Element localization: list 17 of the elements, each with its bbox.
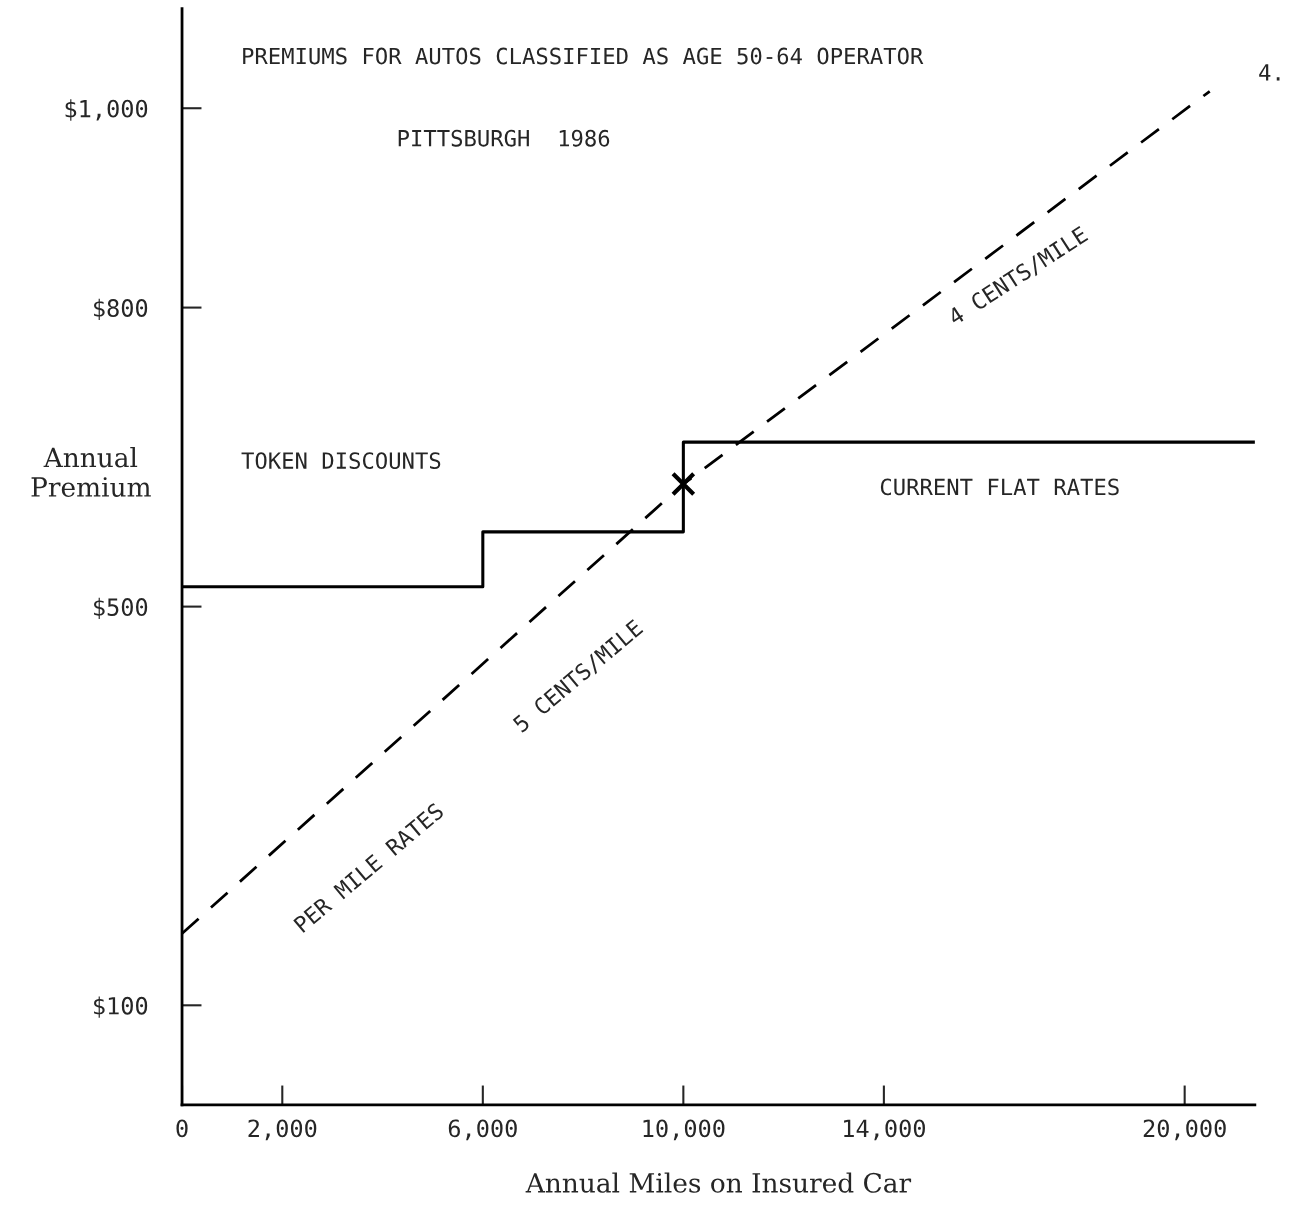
y-axis-title: Annual Premium xyxy=(31,446,151,497)
text: PREMIUMS FOR AUTOS CLASSIFIED AS AGE 50-64 OPERATOR xyxy=(243,47,924,65)
y-tick-label: $800 xyxy=(94,298,148,321)
y-tick-label: $100 xyxy=(94,996,148,1018)
x-tick-label: 6,000 xyxy=(448,1119,517,1141)
y-tick-label: $500 xyxy=(94,597,148,620)
annotation: CURRENT FLAT RATES xyxy=(880,478,1119,496)
x-tick-label: 20,000 xyxy=(1143,1119,1226,1141)
x-tick-label: 0 xyxy=(176,1119,188,1138)
x-tick-label: 2,000 xyxy=(248,1119,317,1141)
x-tick-label: 14,000 xyxy=(844,1119,925,1141)
y-tick-label: $1,000 xyxy=(65,99,148,121)
annotation: TOKEN DISCOUNTS xyxy=(241,452,441,469)
text: 4. xyxy=(1259,64,1280,81)
text: PITTSBURGH 1986 xyxy=(398,129,610,147)
x-tick-label: 10,000 xyxy=(643,1119,725,1141)
x-axis-title: Annual Miles on Insured Car xyxy=(525,1172,912,1193)
